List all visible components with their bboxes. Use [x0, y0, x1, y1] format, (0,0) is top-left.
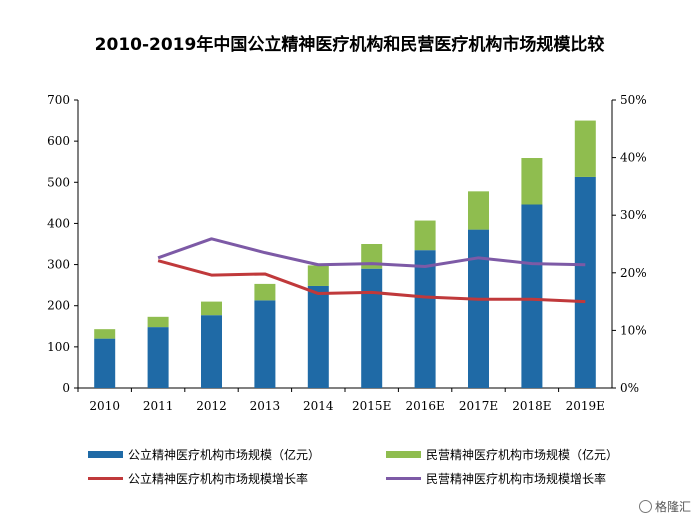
x-tick-label: 2010	[89, 399, 120, 413]
legend-label-private-size: 民营精神医疗机构市场规模（亿元）	[426, 448, 619, 462]
chart-title: 2010-2019年中国公立精神医疗机构和民营医疗机构市场规模比较	[94, 35, 605, 55]
bar-private-size	[147, 316, 169, 328]
y2-tick-label: 10%	[620, 323, 647, 337]
legend-item-public-growth: 公立精神医疗机构市场规模增长率	[88, 470, 308, 487]
x-tick-label: 2014	[303, 399, 334, 413]
legend-label-public-size: 公立精神医疗机构市场规模（亿元）	[128, 448, 321, 462]
watermark-text: 格隆汇	[654, 500, 691, 514]
bar-private-size	[307, 265, 329, 286]
bar-public-size	[254, 300, 276, 388]
legend-label-private-growth: 民营精神医疗机构市场规模增长率	[426, 472, 607, 486]
y-tick-label: 200	[47, 299, 70, 313]
legend-swatch-private-growth	[386, 477, 421, 480]
y-tick-label: 500	[47, 175, 70, 189]
x-tick-label: 2013	[250, 399, 281, 413]
x-tick-label: 2016E	[405, 399, 444, 413]
y2-tick-label: 40%	[620, 151, 647, 165]
y-tick-label: 700	[47, 93, 70, 107]
bar-public-size	[574, 176, 596, 388]
x-tick-label: 2015E	[352, 399, 391, 413]
bar-private-size	[94, 329, 116, 339]
y-tick-label: 100	[47, 340, 70, 354]
bar-private-size	[521, 158, 543, 205]
legend-swatch-public-size	[88, 451, 123, 458]
x-tick-label: 2017E	[459, 399, 498, 413]
y2-tick-label: 0%	[620, 381, 639, 395]
bar-public-size	[468, 229, 489, 388]
bar-public-size	[521, 204, 543, 388]
y-tick-label: 300	[47, 258, 70, 272]
bar-private-size	[254, 283, 276, 301]
bar-private-size	[468, 191, 489, 230]
line-private-growth	[157, 237, 586, 268]
bar-public-size	[307, 285, 329, 388]
bar-public-size	[147, 327, 169, 388]
bar-public-size	[361, 268, 383, 388]
legend-swatch-public-growth	[88, 477, 123, 480]
bar-public-size	[201, 315, 222, 388]
bar-public-size	[94, 338, 116, 388]
x-tick-label: 2018E	[512, 399, 551, 413]
x-tick-label: 2019E	[566, 399, 605, 413]
y-tick-label: 400	[47, 216, 70, 230]
bar-private-size	[574, 120, 596, 177]
bar-private-size	[201, 301, 222, 316]
legend-item-private-growth: 民营精神医疗机构市场规模增长率	[386, 470, 606, 487]
y2-tick-label: 30%	[620, 208, 647, 222]
y-tick-label: 600	[47, 134, 70, 148]
legend-swatch-private-size	[386, 451, 421, 458]
y2-tick-label: 50%	[620, 93, 647, 107]
line-public-growth	[157, 259, 586, 304]
legend-item-private-size: 民营精神医疗机构市场规模（亿元）	[386, 446, 618, 463]
legend-item-public-size: 公立精神医疗机构市场规模（亿元）	[88, 446, 320, 463]
legend-label-public-growth: 公立精神医疗机构市场规模增长率	[128, 472, 309, 486]
bar-public-size	[414, 250, 436, 388]
x-tick-label: 2011	[143, 399, 174, 413]
y-tick-label: 0	[62, 381, 70, 395]
watermark: 格隆汇	[638, 498, 691, 515]
watermark-logo-icon	[638, 500, 652, 513]
y2-tick-label: 20%	[620, 266, 647, 280]
bar-private-size	[414, 220, 436, 251]
x-tick-label: 2012	[196, 399, 227, 413]
chart-svg: 0 100 200 300 400 500 600 700 0% 10% 20% 30% 40% 50% 2…	[47, 93, 647, 413]
